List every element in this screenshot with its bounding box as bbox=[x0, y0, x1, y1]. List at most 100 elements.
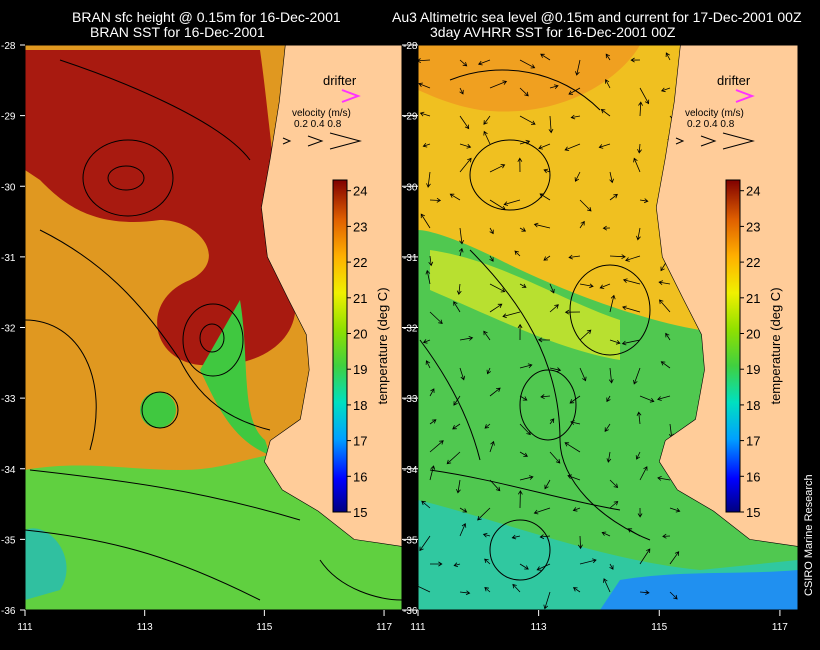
velocity-arrow bbox=[570, 420, 581, 425]
velocity-arrow bbox=[477, 507, 491, 521]
velocity-arrow bbox=[567, 474, 581, 481]
y-tick-label: -31 bbox=[1, 253, 16, 264]
velocity-arrow bbox=[579, 199, 592, 212]
x-tick-label: 117 bbox=[772, 622, 788, 633]
velocity-arrow bbox=[622, 305, 641, 313]
colorbar-tick-label: 24 bbox=[746, 184, 760, 199]
velocity-arrow bbox=[606, 451, 612, 463]
velocity-arrow bbox=[538, 143, 551, 150]
velocity-arrow bbox=[519, 475, 534, 481]
velocity-arrow bbox=[418, 584, 431, 593]
velocity-arrow bbox=[489, 199, 506, 210]
velocity-arrow bbox=[459, 227, 464, 245]
velocity-arrow bbox=[657, 395, 671, 401]
velocity-arrow bbox=[519, 363, 533, 369]
colorbar-tick-label: 21 bbox=[746, 291, 760, 306]
velocity-arrow bbox=[425, 360, 431, 369]
velocity-arrow bbox=[419, 111, 431, 117]
velocity-arrow bbox=[604, 423, 611, 432]
velocity-arrow bbox=[459, 59, 468, 67]
velocity-arrow bbox=[636, 227, 641, 241]
velocity-arrow bbox=[575, 59, 581, 76]
left-velocity-arrows bbox=[282, 132, 362, 150]
velocity-arrow bbox=[519, 227, 527, 232]
right-velocity-values: 0.2 0.4 0.8 bbox=[687, 119, 735, 130]
velocity-arrow bbox=[600, 109, 611, 117]
velocity-arrow bbox=[543, 255, 551, 261]
velocity-arrow bbox=[574, 171, 581, 182]
x-tick-label: 113 bbox=[531, 622, 547, 633]
velocity-arrow bbox=[540, 394, 551, 399]
velocity-arrow bbox=[609, 294, 616, 313]
y-tick-label: -31 bbox=[403, 253, 418, 264]
velocity-arrow bbox=[608, 367, 614, 384]
velocity-arrow bbox=[489, 303, 503, 313]
velocity-arrow bbox=[657, 476, 671, 481]
y-tick-label: -33 bbox=[403, 394, 418, 405]
velocity-arrow bbox=[658, 280, 671, 286]
velocity-arrow bbox=[577, 535, 583, 550]
colorbar-tick-label: 19 bbox=[746, 362, 760, 377]
velocity-arrow bbox=[549, 367, 562, 372]
velocity-arrow bbox=[459, 143, 472, 149]
velocity-arrow bbox=[639, 198, 649, 204]
velocity-arrow bbox=[549, 418, 555, 425]
velocity-arrow bbox=[540, 53, 551, 61]
right-velocity-title: velocity (m/s) bbox=[685, 108, 744, 119]
velocity-arrow bbox=[429, 311, 443, 325]
right-warm-tongue bbox=[430, 250, 620, 360]
colorbar-tick-label: 22 bbox=[746, 255, 760, 270]
velocity-arrow bbox=[639, 87, 650, 105]
velocity-arrow bbox=[484, 586, 491, 593]
velocity-arrow bbox=[669, 591, 678, 600]
y-tick-label: -29 bbox=[403, 112, 418, 123]
velocity-arrow bbox=[549, 451, 561, 464]
velocity-arrow bbox=[579, 329, 592, 341]
velocity-arrow bbox=[489, 80, 508, 89]
velocity-arrow bbox=[459, 367, 466, 381]
velocity-arrow bbox=[637, 507, 643, 518]
colorbar-tick-label: 24 bbox=[353, 184, 367, 199]
velocity-arrow bbox=[549, 283, 555, 294]
right-warm-north bbox=[418, 45, 700, 330]
velocity-arrow bbox=[512, 583, 521, 593]
velocity-arrow bbox=[429, 388, 435, 397]
velocity-arrow bbox=[599, 283, 611, 289]
colorbar-tick-label: 16 bbox=[746, 469, 760, 484]
y-tick-label: -34 bbox=[1, 465, 16, 476]
velocity-arrow bbox=[639, 395, 655, 403]
velocity-arrow bbox=[502, 311, 521, 319]
velocity-arrow bbox=[606, 395, 611, 403]
velocity-arrow bbox=[458, 247, 464, 257]
velocity-arrow bbox=[503, 199, 521, 206]
velocity-arrow bbox=[658, 299, 671, 313]
right-drifter-symbol bbox=[735, 89, 755, 103]
velocity-arrow bbox=[669, 551, 680, 565]
velocity-arrow bbox=[602, 225, 611, 231]
y-tick-label: -36 bbox=[403, 606, 418, 617]
credit-text: CSIRO Marine Research bbox=[803, 474, 815, 596]
velocity-arrow bbox=[453, 301, 461, 313]
velocity-arrow bbox=[579, 558, 597, 565]
x-axis: 111 113 115 117 111 113 115 117 bbox=[17, 610, 788, 633]
left-contours bbox=[25, 59, 402, 601]
x-tick-label: 115 bbox=[256, 622, 272, 633]
velocity-arrow bbox=[609, 501, 619, 509]
velocity-arrow bbox=[459, 115, 470, 130]
left-cool-eddy bbox=[140, 392, 176, 428]
velocity-arrow bbox=[452, 423, 461, 430]
velocity-arrow bbox=[603, 578, 611, 593]
velocity-arrow bbox=[622, 278, 641, 285]
velocity-arrow bbox=[564, 143, 581, 151]
y-tick-label: -28 bbox=[403, 41, 418, 52]
velocity-arrow bbox=[519, 139, 531, 145]
velocity-arrow bbox=[429, 197, 442, 203]
right-title-line1: Au3 Altimetric sea level @0.15m and curr… bbox=[392, 9, 802, 25]
velocity-arrow bbox=[477, 59, 491, 66]
y-tick-label: -35 bbox=[1, 535, 16, 546]
velocity-arrow bbox=[665, 52, 671, 61]
velocity-arrow bbox=[569, 395, 581, 404]
velocity-arrow bbox=[519, 451, 528, 457]
colorbar-tick-label: 18 bbox=[746, 398, 760, 413]
velocity-arrow bbox=[422, 339, 431, 344]
